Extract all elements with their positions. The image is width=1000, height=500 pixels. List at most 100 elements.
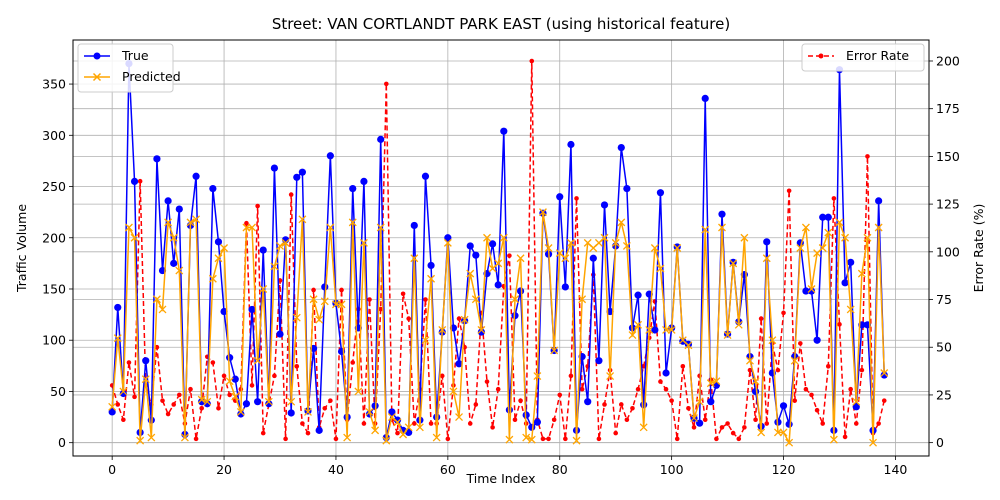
true-series-point [315, 426, 323, 434]
predicted-series-point [869, 438, 878, 447]
predicted-series-point [824, 228, 833, 237]
y-tick-label-left: 300 [42, 128, 66, 143]
predicted-series-point [393, 418, 402, 427]
error-rate-point [725, 421, 730, 426]
predicted-series-point [443, 238, 452, 247]
predicted-series-point [186, 218, 195, 227]
predicted-series-point [857, 269, 866, 278]
error-rate-point [171, 402, 177, 407]
predicted-series-point [242, 223, 251, 232]
plot-frame [72, 39, 930, 457]
error-rate-point [160, 398, 165, 403]
y-tick-label-right: 25 [936, 387, 952, 402]
predicted-series-point [768, 336, 777, 345]
predicted-series-point [471, 295, 480, 304]
predicted-series-point [331, 300, 340, 309]
predicted-series-point [455, 413, 463, 422]
y-axis-label-left: Traffic Volume [14, 204, 29, 293]
true-series-point [824, 213, 832, 221]
error-rate-point [809, 392, 814, 398]
y-axis-label-right: Error Rate (%) [971, 204, 986, 293]
predicted-series-point [690, 414, 698, 423]
predicted-series-point [667, 326, 676, 334]
error-rate-point [322, 405, 328, 411]
error-rate-point [540, 436, 546, 442]
true-series-point [533, 418, 541, 426]
error-rate-point [658, 379, 663, 384]
error-rate-point [165, 411, 171, 417]
error-rate-point [294, 364, 300, 369]
predicted-series-point [236, 407, 245, 416]
true-series-point [455, 360, 463, 368]
true-series-point [819, 213, 827, 221]
true-series-point [701, 94, 709, 103]
y-tick-label-left: 100 [42, 333, 66, 348]
error-rate-point [283, 436, 288, 442]
predicted-series-point [326, 223, 335, 232]
error-rate-point [221, 373, 227, 379]
predicted-series-point [208, 274, 217, 283]
predicted-series-point [785, 438, 794, 447]
error-rate-point [328, 398, 333, 403]
predicted-series-point [466, 269, 475, 278]
predicted-series-point [522, 433, 531, 442]
error-rate-point [842, 434, 848, 440]
error-rate-point [881, 398, 887, 403]
predicted-series-point [415, 423, 424, 432]
predicted-series-point [639, 423, 648, 432]
predicted-series-point [248, 223, 256, 232]
predicted-series-point [225, 377, 234, 386]
error-rate-point [730, 430, 736, 436]
x-tick-label: 120 [772, 462, 796, 477]
true-series-point [175, 205, 183, 213]
error-rate-point [563, 436, 568, 442]
true-series-point [489, 240, 497, 248]
true-series-point [494, 281, 502, 289]
legend-true-marker [93, 52, 101, 60]
error-rate-point [249, 383, 255, 388]
true-series-point [779, 402, 788, 410]
true-series-point [326, 152, 334, 160]
error-rate-point [579, 386, 585, 392]
true-series-point [802, 287, 810, 295]
predicted-series-point [376, 223, 385, 232]
true-series-point [242, 400, 251, 408]
error-rate-point [624, 417, 630, 423]
true-series-point [142, 357, 150, 365]
predicted-series-point [259, 285, 268, 293]
x-tick-label: 0 [108, 462, 116, 477]
x-tick-label: 20 [216, 462, 232, 477]
error-rate-point [473, 402, 479, 407]
true-series-point [673, 243, 681, 251]
true-series-point [220, 307, 228, 316]
true-series-point [421, 172, 430, 180]
error-rate-point [775, 367, 781, 373]
error-rate-point [260, 430, 266, 436]
true-series-point [254, 398, 262, 406]
true-series-point [119, 389, 127, 398]
error-rate-point [742, 425, 747, 430]
predicted-series-point [527, 435, 536, 444]
predicted-series-point [130, 233, 139, 242]
true-series-point [192, 172, 200, 180]
error-rate-point [227, 392, 232, 398]
error-rate-point [786, 188, 792, 194]
predicted-series-point [494, 259, 503, 268]
predicted-series-point [141, 375, 150, 384]
y-tick-label-right: 75 [936, 292, 952, 307]
true-series-point [298, 168, 306, 176]
predicted-series-point [634, 320, 643, 329]
predicted-series-point [718, 223, 726, 232]
predicted-series-point [645, 326, 654, 334]
true-series-point [153, 155, 161, 163]
predicted-series-point [723, 331, 732, 340]
true-series-point [393, 416, 402, 424]
error-rate-point [635, 386, 641, 392]
predicted-series-point [136, 436, 145, 445]
error-rate-point [361, 421, 367, 426]
predicted-series-point [695, 397, 704, 406]
predicted-series-point [399, 430, 408, 439]
predicted-series-point [460, 315, 469, 324]
true-series-point [718, 210, 726, 218]
predicted-series-point [801, 223, 810, 232]
